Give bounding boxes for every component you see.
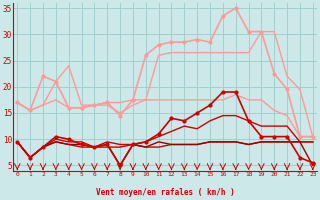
X-axis label: Vent moyen/en rafales ( km/h ): Vent moyen/en rafales ( km/h ) — [96, 188, 234, 197]
